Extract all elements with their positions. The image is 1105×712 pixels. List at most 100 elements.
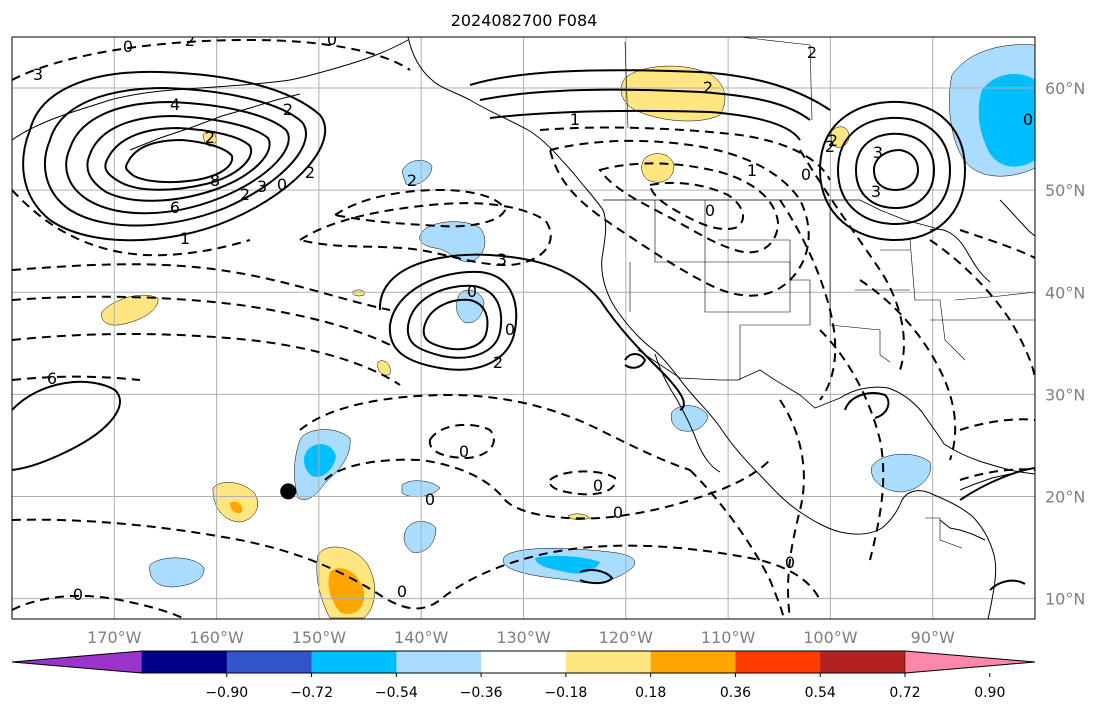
contour-line [844, 392, 890, 419]
colorbar-tick-label: −0.72 [290, 685, 333, 701]
contour-line [548, 139, 810, 297]
contour-line [959, 229, 1035, 259]
negative-anomaly-region [978, 74, 1035, 167]
political-border [925, 517, 963, 549]
colorbar-outline [11, 650, 1036, 674]
political-border [909, 239, 966, 361]
latitude-tick-labels: 60°N 50°N 40°N 30°N 20°N 10°N [1045, 79, 1085, 609]
contour-label: 1 [570, 110, 580, 129]
negative-anomaly-region [149, 557, 205, 588]
contour-label: 0 [467, 282, 477, 301]
contour-label: 2 [825, 137, 835, 156]
map-grid [12, 37, 1035, 619]
colorbar-tick-label: −0.54 [375, 685, 418, 701]
contour-label: 3 [871, 182, 881, 201]
longitude-tick-label: 150°W [292, 628, 347, 647]
negative-anomaly-region [456, 290, 485, 324]
contour-line [324, 458, 771, 520]
contour-label: 2 [185, 31, 195, 50]
contour-line [854, 132, 936, 210]
colorbar [11, 650, 1036, 674]
coastline [929, 228, 991, 283]
colorbar-tick-label: 0.90 [974, 685, 1005, 701]
colorbar-segment [565, 651, 652, 673]
latitude-tick-label: 30°N [1045, 385, 1085, 404]
coastline [881, 490, 997, 619]
contour-line [378, 253, 685, 411]
contour-line [12, 375, 141, 381]
contour-label: 0 [277, 175, 287, 194]
anomaly-fills [101, 44, 1035, 619]
colorbar-tick-label: 0.54 [805, 685, 836, 701]
coastline [407, 37, 883, 535]
coastline [654, 353, 721, 473]
coastline [12, 79, 291, 141]
contour-line [539, 126, 831, 181]
contour-line [779, 199, 837, 401]
contour-line [86, 114, 271, 202]
colorbar-segment [311, 651, 397, 673]
colorbar-tick-label: −0.18 [544, 685, 587, 701]
contour-line [12, 295, 391, 346]
contour-line [579, 569, 614, 585]
longitude-tick-label: 130°W [496, 628, 551, 647]
colorbar-tick-label: 0.36 [720, 685, 751, 701]
contour-label: 2 [283, 100, 293, 119]
contour-label: 1 [180, 229, 190, 248]
contour-label: 2 [828, 131, 838, 150]
contour-label: 6 [47, 369, 57, 388]
contour-label: 0 [705, 201, 715, 220]
political-border [629, 261, 791, 313]
longitude-tick-label: 90°W [911, 628, 955, 647]
colorbar-segment [735, 651, 821, 673]
colorbar-tick-label: −0.36 [460, 685, 503, 701]
contour-lines [12, 69, 1035, 591]
negative-anomaly-region [403, 521, 437, 553]
contour-label: 0 [593, 476, 603, 495]
contour-line [624, 353, 647, 369]
coastline [999, 199, 1035, 237]
contour-label: 0 [505, 320, 515, 339]
contour-line [818, 100, 967, 242]
contour-label: 3 [873, 143, 883, 162]
contour-label: 0 [459, 442, 469, 461]
colorbar-tick-label: −0.90 [205, 685, 248, 701]
longitude-tick-label: 100°W [803, 628, 858, 647]
political-border [603, 199, 936, 229]
positive-anomaly-region [351, 289, 365, 297]
contour-label: 0 [123, 37, 133, 56]
contour-label: 4 [170, 95, 180, 114]
contour-line [104, 126, 253, 191]
contour-line [959, 418, 1035, 431]
contour-label: 0 [801, 165, 811, 184]
contour-line [872, 148, 920, 192]
contour-line [388, 270, 518, 371]
political-border [654, 200, 706, 263]
contour-line [65, 100, 290, 215]
coastline [839, 386, 945, 445]
contour-label: 3 [33, 65, 43, 84]
contour-line [598, 162, 780, 254]
coastline [289, 39, 409, 81]
negative-anomaly-region [419, 221, 486, 263]
contour-line [819, 329, 885, 561]
longitude-tick-labels: 170°W 160°W 150°W 140°W 130°W 120°W 110°W 100°W… [87, 628, 955, 647]
colorbar-segment [650, 651, 736, 673]
contour-label: 0 [397, 582, 407, 601]
contour-label: 2 [493, 353, 503, 372]
positive-anomaly-region [230, 501, 243, 514]
longitude-tick-label: 120°W [599, 628, 654, 647]
contour-line [12, 380, 121, 471]
contour-label: 8 [210, 171, 220, 190]
contour-line [689, 469, 785, 619]
contour-label: 0 [425, 490, 435, 509]
coastline [129, 93, 301, 151]
contour-line [859, 279, 957, 461]
positive-anomaly-region [377, 360, 391, 376]
contour-line [299, 393, 691, 471]
contour-line [548, 470, 617, 496]
negative-anomaly-region [871, 453, 931, 493]
contour-line [12, 189, 251, 257]
